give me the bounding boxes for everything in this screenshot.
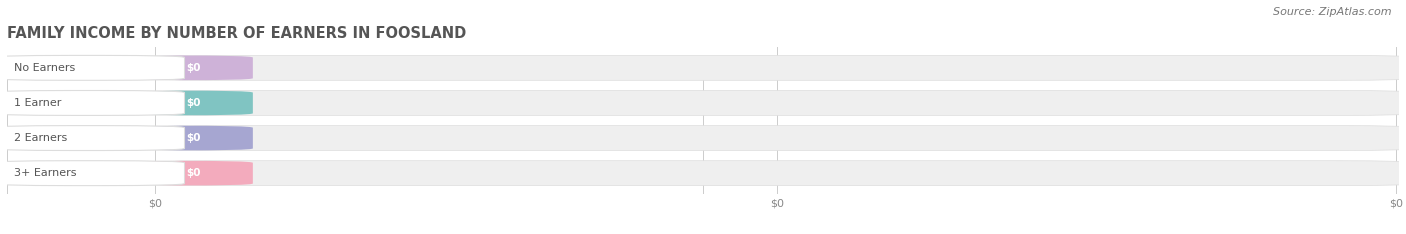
Text: Source: ZipAtlas.com: Source: ZipAtlas.com xyxy=(1274,7,1392,17)
Text: $0: $0 xyxy=(187,63,201,73)
Text: $0: $0 xyxy=(187,98,201,108)
FancyBboxPatch shape xyxy=(135,161,1406,186)
Text: 3+ Earners: 3+ Earners xyxy=(14,168,76,178)
FancyBboxPatch shape xyxy=(0,55,184,80)
FancyBboxPatch shape xyxy=(0,161,184,186)
FancyBboxPatch shape xyxy=(135,91,253,115)
FancyBboxPatch shape xyxy=(0,126,184,150)
Text: $0: $0 xyxy=(187,168,201,178)
Text: 1 Earner: 1 Earner xyxy=(14,98,62,108)
Text: FAMILY INCOME BY NUMBER OF EARNERS IN FOOSLAND: FAMILY INCOME BY NUMBER OF EARNERS IN FO… xyxy=(7,26,467,41)
Text: No Earners: No Earners xyxy=(14,63,76,73)
FancyBboxPatch shape xyxy=(135,55,253,80)
Text: $0: $0 xyxy=(187,133,201,143)
FancyBboxPatch shape xyxy=(135,126,1406,150)
Text: 2 Earners: 2 Earners xyxy=(14,133,67,143)
FancyBboxPatch shape xyxy=(135,126,253,150)
FancyBboxPatch shape xyxy=(135,55,1406,80)
FancyBboxPatch shape xyxy=(135,91,1406,115)
FancyBboxPatch shape xyxy=(135,161,253,186)
FancyBboxPatch shape xyxy=(0,91,184,115)
